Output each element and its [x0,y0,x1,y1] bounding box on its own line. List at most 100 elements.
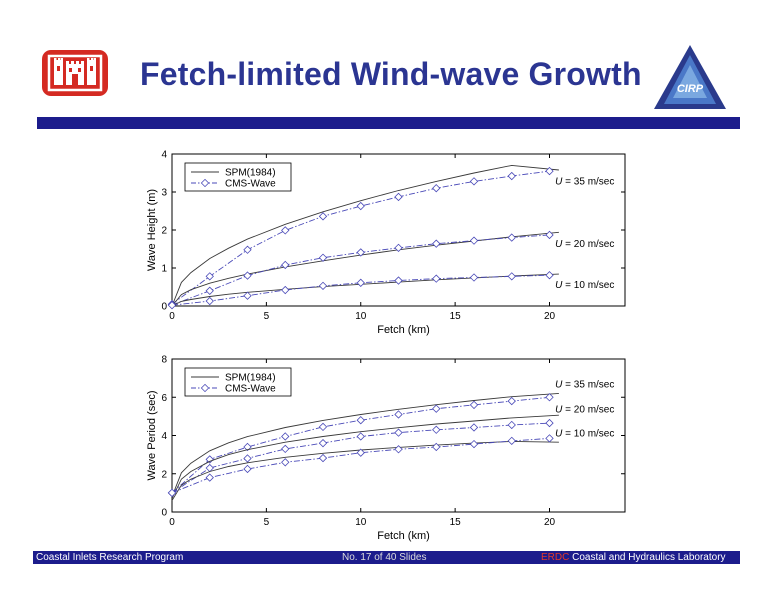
data-point [281,432,290,441]
series-line-6 [171,274,550,306]
data-point [507,272,516,281]
legend-box [184,162,292,192]
annotation-label: U = 35 m/sec [555,380,614,391]
data-point [469,400,479,410]
footer-slide-number: No. 17 of 40 Slides [342,552,427,563]
data-point [356,448,365,457]
x-tick-label: 20 [544,517,556,528]
data-point [545,434,554,443]
footer-laboratory: ERDC Coastal and Hydraulics Laboratory [541,552,726,564]
data-point [394,445,403,454]
data-point [545,271,554,280]
annotation-text: = 35 m/sec [562,380,614,391]
data-point [432,404,441,413]
series-line-2 [171,396,550,494]
annotation-symbol: U [555,380,563,391]
x-tick-label: 10 [355,517,367,528]
x-tick-label: 5 [264,517,270,528]
legend-marker [200,178,210,188]
chart-panel-2: 0 5 10 15 20 0 2 4 6 8 Fetch (km) Wave Period (sec)… [146,355,626,542]
data-point [205,272,214,281]
y-tick-label: 3 [161,188,167,199]
x-tick-label: 20 [544,311,556,322]
data-point [545,393,554,402]
data-point [243,271,252,280]
legend-entry: CMS-Wave [225,179,276,190]
series-line-1 [171,164,559,307]
annotation-symbol: U [555,239,563,250]
data-point [318,281,328,291]
x-axis-label: Fetch (km) [377,530,430,542]
y-tick-label: 1 [161,264,167,275]
y-tick-label: 0 [161,508,167,519]
cirp-logo: CIRP [652,43,728,113]
annotation-label: U = 10 m/sec [555,428,614,439]
data-point [507,436,516,446]
data-point [243,454,252,463]
data-point [318,453,328,463]
x-tick-label: 15 [450,517,462,528]
annotation-symbol: U [555,405,563,416]
footer-lab-name: Coastal and Hydraulics Laboratory [569,552,726,563]
slide-title: Fetch-limited Wind-wave Growth [140,56,642,92]
data-point [394,410,403,419]
data-point [281,226,290,235]
series-line-1 [171,392,559,497]
legend-box [184,367,292,397]
data-point [507,396,516,406]
annotation-label: U = 35 m/sec [555,176,614,187]
data-point [356,416,365,425]
data-point [394,243,403,253]
series-line-3 [171,414,559,499]
x-tick-label: 0 [169,311,175,322]
legend-entry: SPM(1984) [225,168,276,179]
data-point [394,276,403,285]
footer-band [33,551,740,564]
data-point [243,442,252,452]
annotation-symbol: U [555,176,563,187]
y-tick-label: 4 [161,150,167,161]
data-point [243,291,252,300]
data-point [318,212,328,221]
header-band [37,117,740,129]
series-line-6 [171,437,550,494]
data-point [394,428,403,437]
y-tick-label: 2 [161,469,167,480]
y-axis-label: Wave Height (m) [146,189,158,271]
data-point [469,177,479,186]
series-line-2 [171,170,550,305]
data-point [469,423,479,432]
annotation-text: = 20 m/sec [562,239,614,250]
data-point [394,192,403,202]
data-point [281,285,290,295]
data-point [318,422,328,432]
data-point [243,245,252,254]
data-point [205,296,214,306]
legend-entry: SPM(1984) [225,373,276,384]
annotation-symbol: U [555,280,563,291]
legend: SPM(1984)CMS-Wave [184,162,292,192]
data-point [356,201,365,211]
x-tick-label: 5 [264,311,270,322]
annotation-label: U = 20 m/sec [555,239,614,250]
series-line-5 [171,440,559,501]
data-point [432,274,441,283]
y-tick-label: 4 [161,431,167,442]
annotation-text: = 10 m/sec [562,428,614,439]
data-point [281,444,290,454]
data-point [205,455,214,464]
data-point [356,248,365,257]
data-point [356,278,365,287]
data-point [205,473,214,482]
data-point [545,230,554,240]
data-point [507,420,516,430]
data-point [281,458,290,467]
x-tick-label: 0 [169,517,175,528]
usace-castle-logo [42,50,108,96]
y-axis-label: Wave Period (sec) [146,390,158,480]
data-point [318,438,328,448]
footer-program: Coastal Inlets Research Program [36,552,184,563]
x-axis-label: Fetch (km) [377,324,430,336]
annotation-text: = 20 m/sec [562,405,614,416]
